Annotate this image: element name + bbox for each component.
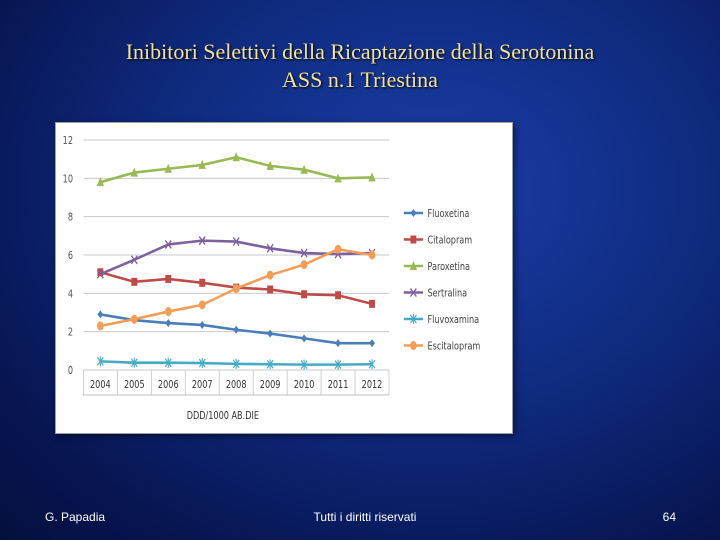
x-tick-label: 2011 (328, 379, 349, 392)
data-point-citalopram (97, 268, 104, 277)
data-point-escitalopram (232, 284, 240, 294)
legend-label-fluoxetina: Fluoxetina (427, 208, 469, 221)
data-point-escitalopram (130, 314, 138, 324)
data-point-paroxetina (164, 163, 172, 173)
slide-title-line-1: Inibitori Selettivi della Ricaptazione d… (125, 39, 595, 64)
data-point-sertralina (300, 248, 308, 258)
legend-marker-sertralina-stroke (410, 287, 417, 298)
legend-marker-sertralina (410, 287, 417, 298)
x-axis-label: DDD/1000 AB.DIE (187, 410, 259, 423)
data-point-escitalopram (368, 250, 376, 260)
y-tick-label: 2 (68, 327, 73, 340)
data-point-fluoxetina (97, 310, 104, 319)
page-number: 64 (662, 510, 676, 524)
y-tick-label: 4 (68, 288, 73, 301)
data-point-fluoxetina (335, 339, 342, 348)
data-point-fluvoxamina (334, 359, 342, 370)
data-point-sertralina (232, 237, 240, 247)
chart-canvas: 0 2 4 6 8 10 12 2004 2005 2006 2007 2008 2009 2010 201… (63, 135, 481, 423)
line-chart: 0 2 4 6 8 10 12 2004 2005 2006 2007 2008 2009 2010 201… (55, 122, 513, 434)
data-point-fluoxetina (267, 329, 274, 338)
data-point-fluoxetina (233, 325, 240, 334)
data-point-fluoxetina (369, 339, 375, 348)
data-point-citalopram (131, 277, 138, 286)
data-point-sertralina-stroke (198, 236, 206, 246)
data-point-citalopram (369, 299, 375, 308)
legend-marker-citalopram (410, 235, 417, 244)
legend-marker-fluoxetina (410, 209, 417, 217)
data-point-citalopram (267, 285, 274, 294)
data-point-fluvoxamina (130, 357, 138, 368)
data-point-sertralina-stroke (266, 243, 274, 253)
data-point-fluvoxamina (198, 358, 206, 369)
data-point-sertralina (130, 255, 138, 265)
data-point-fluvoxamina (164, 357, 172, 368)
data-point-fluvoxamina (232, 358, 240, 369)
data-point-sertralina (266, 243, 274, 253)
data-point-citalopram (199, 278, 206, 287)
slide-title: Inibitori Selettivi della Ricaptazione d… (0, 38, 720, 94)
data-point-sertralina (164, 239, 172, 250)
data-point-paroxetina (368, 172, 376, 182)
data-point-fluoxetina (165, 319, 172, 328)
data-point-paroxetina (232, 152, 240, 162)
series-line-sertralina (100, 239, 373, 276)
data-point-sertralina-stroke (232, 237, 240, 247)
data-point-citalopram (335, 291, 342, 300)
legend-label-fluvoxamina: Fluvoxamina (427, 314, 479, 327)
x-tick-label: 2007 (192, 379, 213, 392)
x-tick-label: 2009 (260, 379, 281, 392)
data-point-escitalopram (164, 307, 172, 317)
data-point-escitalopram (198, 300, 206, 310)
chart-scaled-group: 0 2 4 6 8 10 12 2004 2005 2006 2007 2008 2009 2010 201… (63, 135, 481, 423)
data-point-paroxetina (334, 173, 342, 183)
data-point-escitalopram (300, 260, 308, 270)
data-point-fluvoxamina (266, 359, 274, 370)
data-point-fluvoxamina (368, 359, 376, 370)
legend-label-sertralina: Sertralina (427, 287, 467, 300)
data-point-paroxetina (300, 164, 308, 174)
x-tick-label: 2005 (124, 379, 145, 392)
y-tick-label: 12 (63, 135, 73, 148)
y-tick-label: 6 (68, 250, 73, 263)
data-point-citalopram (165, 274, 172, 283)
x-tick-label: 2008 (226, 379, 247, 392)
data-point-paroxetina (266, 160, 274, 170)
data-point-citalopram (301, 290, 308, 299)
data-point-sertralina-stroke (300, 248, 308, 258)
data-point-paroxetina (198, 159, 206, 169)
legend-label-paroxetina: Paroxetina (427, 261, 470, 274)
y-tick-label: 0 (68, 365, 73, 378)
data-point-fluvoxamina (97, 356, 104, 367)
x-tick-label: 2004 (90, 379, 111, 392)
legend-label-escitalopram: Escitalopram (427, 340, 480, 353)
data-point-sertralina (96, 269, 104, 279)
data-point-escitalopram (266, 270, 274, 280)
data-point-fluoxetina (301, 334, 308, 343)
data-point-sertralina-stroke (96, 269, 104, 279)
legend-marker-escitalopram (410, 341, 417, 350)
data-point-paroxetina (130, 167, 139, 177)
data-point-sertralina-stroke (164, 239, 172, 250)
data-point-fluoxetina (199, 320, 206, 329)
footer-author: G. Papadia (45, 510, 106, 524)
data-point-sertralina (198, 236, 206, 246)
legend-label-citalopram: Citalopram (427, 234, 472, 247)
legend-marker-paroxetina (409, 261, 418, 270)
footer-copyright: Tutti i diritti riservati (313, 510, 417, 524)
data-point-fluvoxamina (300, 359, 308, 370)
x-tick-label: 2010 (294, 379, 315, 392)
data-point-escitalopram (334, 244, 342, 254)
x-tick-label: 2012 (362, 379, 383, 392)
y-tick-label: 10 (63, 173, 73, 186)
data-point-escitalopram (97, 321, 104, 331)
slide-title-line-2: ASS n.1 Triestina (282, 67, 438, 92)
data-point-sertralina-stroke (130, 255, 138, 265)
legend-marker-fluvoxamina (410, 314, 417, 324)
y-tick-label: 8 (68, 212, 73, 225)
x-tick-label: 2006 (158, 379, 179, 392)
data-point-paroxetina (96, 177, 105, 187)
